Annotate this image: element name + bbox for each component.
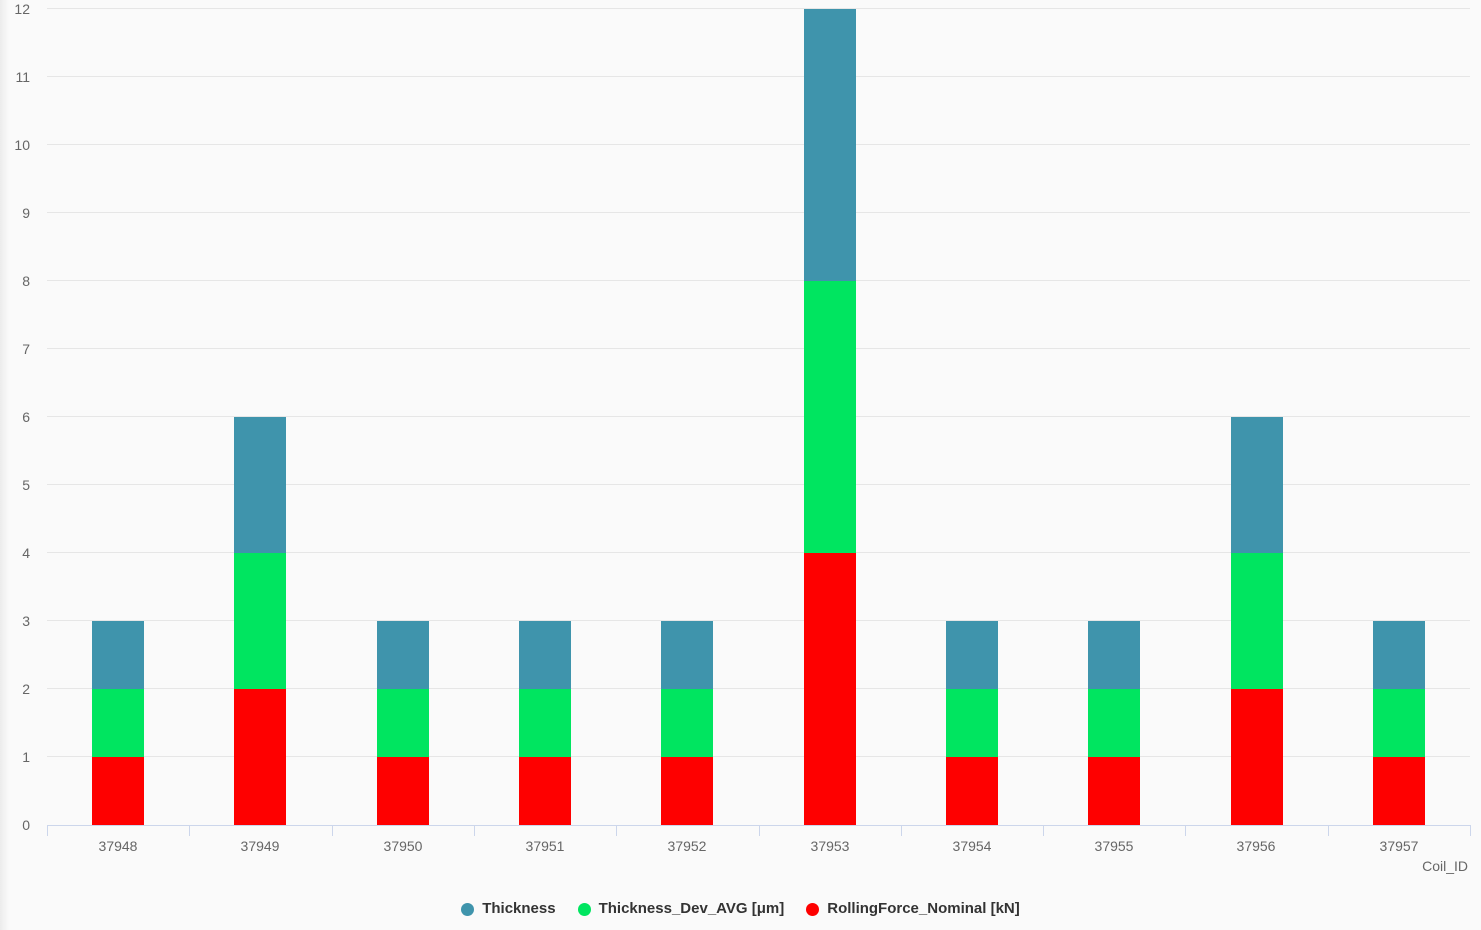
bar-segment[interactable] — [519, 621, 571, 689]
legend-series-label: Thickness — [482, 900, 556, 917]
bar-segment[interactable] — [946, 689, 998, 757]
y-gridline — [47, 8, 1470, 9]
y-axis-tick-label: 2 — [22, 681, 30, 697]
y-gridline — [47, 416, 1470, 417]
y-axis-tick-label: 5 — [22, 477, 30, 493]
bar-segment[interactable] — [1373, 621, 1425, 689]
bar-segment[interactable] — [377, 757, 429, 825]
y-axis-tick-label: 10 — [14, 137, 30, 153]
y-axis-tick-label: 3 — [22, 613, 30, 629]
x-axis-line — [47, 825, 1471, 826]
x-axis-title: Coil_ID — [1422, 858, 1468, 874]
x-axis-category-label: 37951 — [525, 838, 565, 854]
bar-segment[interactable] — [804, 9, 856, 281]
y-axis-tick-label: 1 — [22, 749, 30, 765]
y-gridline — [47, 756, 1470, 757]
bar-segment[interactable] — [661, 757, 713, 825]
y-axis-tick-label: 0 — [22, 817, 30, 833]
bar-segment[interactable] — [92, 621, 144, 689]
legend-item[interactable]: RollingForce_Nominal [kN] — [806, 898, 1020, 920]
bar-segment[interactable] — [234, 553, 286, 689]
y-axis-tick-label: 12 — [14, 1, 30, 17]
legend-series-marker-icon — [461, 902, 475, 916]
x-axis-category-label: 37956 — [1236, 838, 1276, 854]
x-axis-tick — [1043, 826, 1044, 836]
y-axis-tick-label: 4 — [22, 545, 30, 561]
bar-segment[interactable] — [1231, 417, 1283, 553]
bar-segment[interactable] — [1373, 757, 1425, 825]
legend: Thickness Thickness_Dev_AVG [μm] RollingFo… — [0, 898, 1481, 920]
y-axis-tick-label: 9 — [22, 205, 30, 221]
bar-segment[interactable] — [92, 757, 144, 825]
x-axis-tick — [474, 826, 475, 836]
y-axis-tick-label: 11 — [15, 69, 30, 85]
legend-series-label: Thickness_Dev_AVG [μm] — [598, 900, 785, 917]
bar-segment[interactable] — [92, 689, 144, 757]
x-axis-category-label: 37948 — [98, 838, 138, 854]
x-axis-tick — [332, 826, 333, 836]
y-gridline — [47, 484, 1470, 485]
y-gridline — [47, 688, 1470, 689]
x-axis-tick — [759, 826, 760, 836]
legend-item[interactable]: Thickness — [461, 898, 556, 920]
bar-segment[interactable] — [1088, 757, 1140, 825]
y-gridline — [47, 212, 1470, 213]
bar-segment[interactable] — [1088, 689, 1140, 757]
y-gridline — [47, 620, 1470, 621]
x-axis-tick — [1185, 826, 1186, 836]
y-axis-tick-label: 7 — [22, 341, 30, 357]
x-axis-tick — [1470, 826, 1471, 836]
bar-segment[interactable] — [234, 689, 286, 825]
bar-segment[interactable] — [519, 757, 571, 825]
x-axis-tick — [47, 826, 48, 836]
bar-segment[interactable] — [661, 689, 713, 757]
bar-segment[interactable] — [946, 757, 998, 825]
bar-segment[interactable] — [661, 621, 713, 689]
bar-segment[interactable] — [1231, 553, 1283, 689]
bar-segment[interactable] — [1231, 689, 1283, 825]
x-axis-category-label: 37952 — [667, 838, 707, 854]
legend-series-marker-icon — [577, 902, 591, 916]
bar-segment[interactable] — [804, 553, 856, 825]
bar-segment[interactable] — [1373, 689, 1425, 757]
legend-item[interactable]: Thickness_Dev_AVG [μm] — [577, 898, 785, 920]
x-axis-category-label: 37955 — [1094, 838, 1134, 854]
x-axis-category-label: 37953 — [810, 838, 850, 854]
bar-segment[interactable] — [804, 281, 856, 553]
y-axis-tick-label: 8 — [22, 273, 30, 289]
y-gridline — [47, 76, 1470, 77]
bar-segment[interactable] — [1088, 621, 1140, 689]
bar-segment[interactable] — [234, 417, 286, 553]
x-axis-tick — [1328, 826, 1329, 836]
y-gridline — [47, 348, 1470, 349]
x-axis-category-label: 37954 — [952, 838, 992, 854]
x-axis-tick — [616, 826, 617, 836]
y-gridline — [47, 552, 1470, 553]
bar-segment[interactable] — [377, 689, 429, 757]
x-axis-tick — [189, 826, 190, 836]
x-axis-category-label: 37949 — [240, 838, 280, 854]
y-gridline — [47, 144, 1470, 145]
bar-segment[interactable] — [946, 621, 998, 689]
legend-series-marker-icon — [806, 902, 820, 916]
y-gridline — [47, 280, 1470, 281]
legend-series-label: RollingForce_Nominal [kN] — [827, 900, 1020, 917]
bar-segment[interactable] — [519, 689, 571, 757]
bar-segment[interactable] — [377, 621, 429, 689]
x-axis-tick — [901, 826, 902, 836]
x-axis-category-label: 37950 — [383, 838, 423, 854]
y-axis-tick-label: 6 — [22, 409, 30, 425]
x-axis-category-label: 37957 — [1379, 838, 1419, 854]
